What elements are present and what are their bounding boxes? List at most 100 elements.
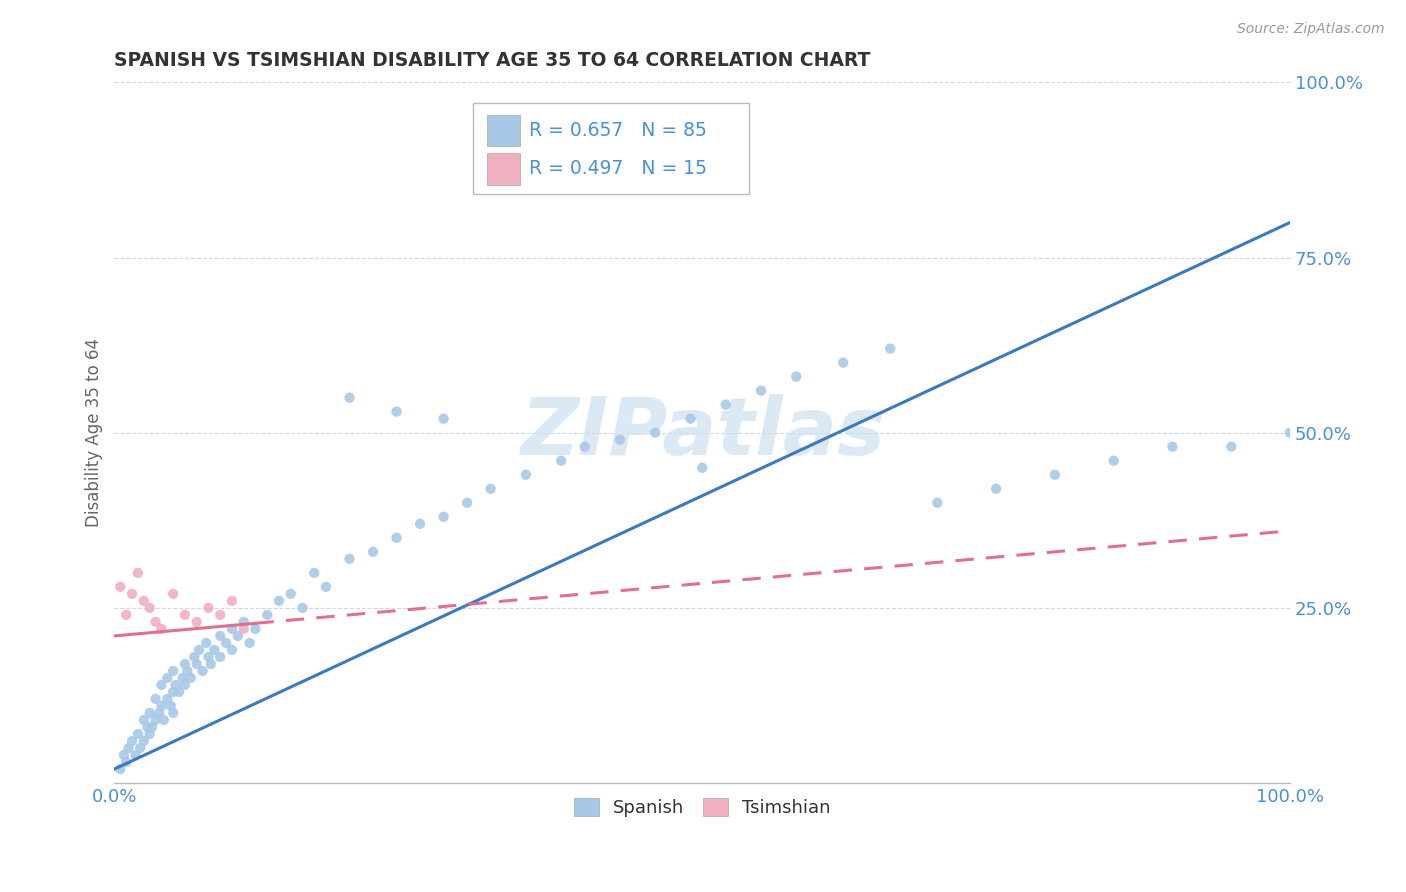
Point bbox=[785, 369, 807, 384]
Point bbox=[385, 531, 408, 545]
Point bbox=[162, 706, 184, 720]
Point bbox=[221, 594, 243, 608]
Point bbox=[304, 566, 326, 580]
Point bbox=[1102, 454, 1125, 468]
FancyBboxPatch shape bbox=[472, 103, 749, 194]
Point bbox=[479, 482, 502, 496]
Point bbox=[749, 384, 772, 398]
Point bbox=[1043, 467, 1066, 482]
Point bbox=[197, 600, 219, 615]
Y-axis label: Disability Age 35 to 64: Disability Age 35 to 64 bbox=[86, 338, 103, 527]
Point bbox=[202, 643, 225, 657]
Point bbox=[186, 615, 208, 629]
Point bbox=[150, 622, 173, 636]
Point bbox=[141, 720, 163, 734]
Point bbox=[160, 698, 183, 713]
Point bbox=[1161, 440, 1184, 454]
Point bbox=[121, 587, 143, 601]
Point bbox=[186, 657, 208, 671]
Point bbox=[167, 685, 190, 699]
Point bbox=[115, 755, 138, 769]
Bar bbox=[486, 153, 520, 185]
Point bbox=[209, 649, 232, 664]
Point bbox=[172, 671, 194, 685]
Point bbox=[110, 762, 132, 776]
Point bbox=[156, 692, 179, 706]
Legend: Spanish, Tsimshian: Spanish, Tsimshian bbox=[567, 791, 838, 824]
Point bbox=[432, 509, 454, 524]
Point bbox=[690, 460, 713, 475]
Point bbox=[195, 636, 218, 650]
Text: R = 0.657   N = 85: R = 0.657 N = 85 bbox=[530, 121, 707, 140]
Point bbox=[215, 636, 238, 650]
Point bbox=[550, 454, 572, 468]
Point bbox=[315, 580, 337, 594]
Point bbox=[1279, 425, 1302, 440]
Point bbox=[174, 678, 197, 692]
Point bbox=[132, 734, 155, 748]
Point bbox=[232, 615, 254, 629]
Point bbox=[339, 551, 361, 566]
Point bbox=[256, 607, 278, 622]
Text: Source: ZipAtlas.com: Source: ZipAtlas.com bbox=[1237, 22, 1385, 37]
Point bbox=[221, 643, 243, 657]
Point bbox=[165, 678, 187, 692]
Point bbox=[232, 622, 254, 636]
Point bbox=[117, 741, 139, 756]
Text: SPANISH VS TSIMSHIAN DISABILITY AGE 35 TO 64 CORRELATION CHART: SPANISH VS TSIMSHIAN DISABILITY AGE 35 T… bbox=[114, 51, 870, 70]
Point bbox=[609, 433, 631, 447]
Point bbox=[150, 698, 173, 713]
Point bbox=[176, 664, 198, 678]
Point bbox=[162, 587, 184, 601]
Point bbox=[138, 600, 160, 615]
Point bbox=[221, 622, 243, 636]
Point bbox=[124, 747, 146, 762]
Point bbox=[245, 622, 267, 636]
Point bbox=[714, 398, 737, 412]
Point bbox=[409, 516, 432, 531]
Point bbox=[226, 629, 249, 643]
Point bbox=[180, 671, 202, 685]
Point bbox=[385, 405, 408, 419]
Point bbox=[984, 482, 1007, 496]
Point bbox=[138, 727, 160, 741]
Point bbox=[174, 657, 197, 671]
Text: ZIPatlas: ZIPatlas bbox=[520, 393, 884, 472]
Point bbox=[152, 713, 174, 727]
Point bbox=[127, 566, 149, 580]
Point bbox=[112, 747, 135, 762]
Point bbox=[121, 734, 143, 748]
Point bbox=[145, 615, 167, 629]
Point bbox=[145, 713, 167, 727]
Point bbox=[197, 649, 219, 664]
Point bbox=[132, 713, 155, 727]
Point bbox=[361, 545, 384, 559]
Point bbox=[183, 649, 205, 664]
Point bbox=[879, 342, 901, 356]
Point bbox=[162, 685, 184, 699]
Text: R = 0.497   N = 15: R = 0.497 N = 15 bbox=[530, 160, 707, 178]
Point bbox=[150, 678, 173, 692]
Point bbox=[156, 671, 179, 685]
Point bbox=[456, 496, 478, 510]
Point bbox=[132, 594, 155, 608]
Bar bbox=[486, 115, 520, 146]
Point bbox=[174, 607, 197, 622]
Point bbox=[679, 411, 702, 425]
Point bbox=[129, 741, 152, 756]
Point bbox=[239, 636, 262, 650]
Point bbox=[191, 664, 214, 678]
Point bbox=[209, 607, 232, 622]
Point bbox=[162, 664, 184, 678]
Point bbox=[644, 425, 666, 440]
Point bbox=[209, 629, 232, 643]
Point bbox=[1220, 440, 1243, 454]
Point bbox=[127, 727, 149, 741]
Point bbox=[927, 496, 949, 510]
Point bbox=[574, 440, 596, 454]
Point bbox=[115, 607, 138, 622]
Point bbox=[110, 580, 132, 594]
Point bbox=[148, 706, 170, 720]
Point bbox=[432, 411, 454, 425]
Point bbox=[136, 720, 159, 734]
